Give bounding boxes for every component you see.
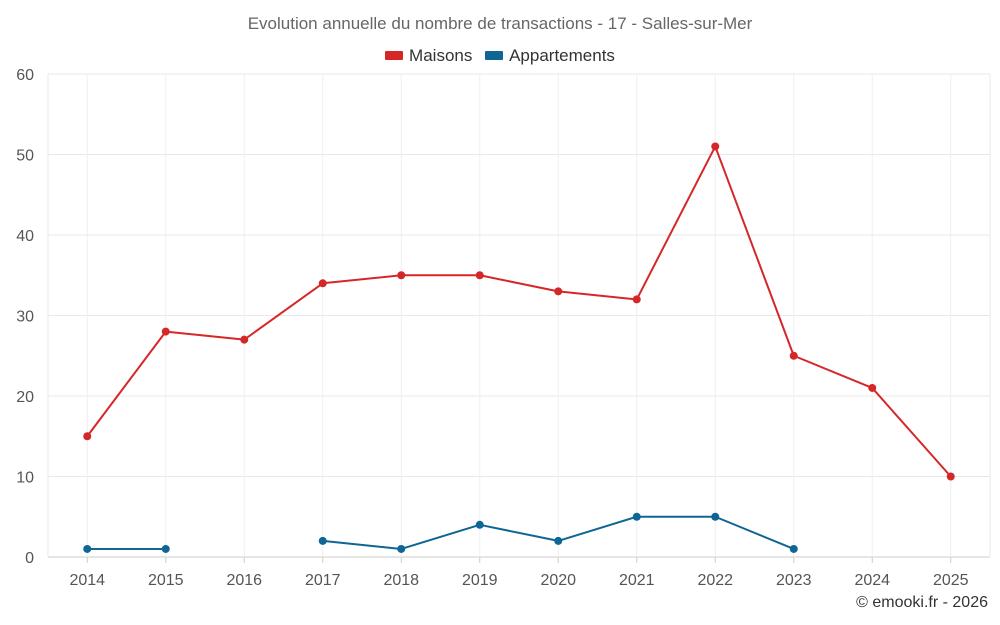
x-tick-label: 2022	[697, 572, 733, 589]
y-tick-label: 0	[25, 550, 34, 567]
data-point-maisons[interactable]	[83, 432, 92, 441]
data-point-appartements[interactable]	[711, 512, 720, 521]
data-point-maisons[interactable]	[711, 142, 720, 151]
data-point-appartements[interactable]	[397, 544, 406, 553]
data-point-maisons[interactable]	[240, 335, 249, 344]
data-point-appartements[interactable]	[475, 520, 484, 529]
x-tick-label: 2020	[540, 572, 576, 589]
data-point-maisons[interactable]	[868, 383, 877, 392]
data-point-appartements[interactable]	[554, 536, 563, 545]
legend-label-maisons: Maisons	[409, 45, 473, 65]
y-tick-label: 40	[16, 228, 34, 245]
legend-item-maisons[interactable]: Maisons	[385, 46, 472, 66]
data-point-maisons[interactable]	[946, 472, 955, 481]
data-point-appartements[interactable]	[318, 536, 327, 545]
chart-legend: Maisons Appartements	[0, 45, 1000, 66]
x-tick-label: 2019	[462, 572, 498, 589]
series-maisons	[83, 142, 955, 481]
legend-swatch-maisons	[385, 51, 404, 60]
data-point-maisons[interactable]	[554, 287, 563, 296]
y-tick-label: 30	[16, 309, 34, 326]
series-appartements	[83, 512, 798, 553]
x-tick-label: 2018	[383, 572, 419, 589]
x-tick-label: 2017	[305, 572, 341, 589]
series-group	[83, 142, 955, 553]
y-tick-label: 10	[16, 470, 34, 487]
credit-text: © emooki.fr - 2026	[856, 594, 988, 611]
x-tick-label: 2025	[933, 572, 969, 589]
x-tick-label: 2015	[148, 572, 184, 589]
legend-swatch-appartements	[485, 51, 504, 60]
grid-lines	[47, 73, 991, 558]
axes: 0 10 20 30 40 50 60 2014 2015 2016 2017 2018 2019 202…	[16, 67, 968, 589]
y-tick-label: 50	[16, 148, 34, 165]
legend-label-appartements: Appartements	[509, 45, 615, 65]
data-point-appartements[interactable]	[632, 512, 641, 521]
y-tick-label: 20	[16, 389, 34, 406]
y-tick-label: 60	[16, 67, 34, 84]
data-point-maisons[interactable]	[318, 279, 327, 288]
data-point-appartements[interactable]	[161, 544, 170, 553]
chart-title: Evolution annuelle du nombre de transact…	[247, 14, 753, 33]
data-point-maisons[interactable]	[475, 271, 484, 280]
x-tick-label: 2016	[226, 572, 262, 589]
x-tick-label: 2021	[619, 572, 655, 589]
x-tick-label: 2024	[854, 572, 890, 589]
x-tick-label: 2023	[776, 572, 812, 589]
data-point-appartements[interactable]	[789, 544, 798, 553]
data-point-maisons[interactable]	[632, 295, 641, 304]
data-point-maisons[interactable]	[161, 327, 170, 336]
data-point-maisons[interactable]	[397, 271, 406, 280]
data-point-maisons[interactable]	[789, 351, 798, 360]
series-line-maisons	[86, 145, 952, 478]
x-tick-label: 2014	[69, 572, 105, 589]
data-point-appartements[interactable]	[83, 544, 92, 553]
legend-item-appartements[interactable]: Appartements	[485, 46, 615, 66]
